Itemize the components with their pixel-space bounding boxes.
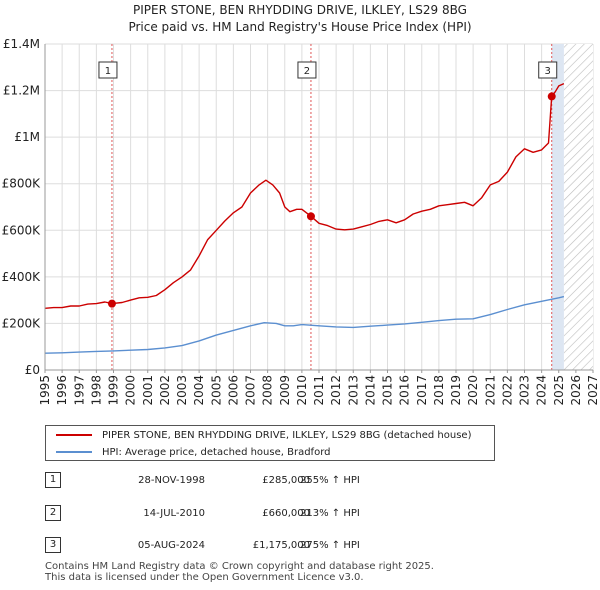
transaction-number: 1 xyxy=(45,472,61,488)
legend-swatch-hpi xyxy=(56,451,92,453)
y-tick-label: £400K xyxy=(2,270,42,284)
x-tick-label: 2006 xyxy=(226,375,240,406)
transaction-hpi: 213% ↑ HPI xyxy=(300,508,360,519)
transaction-date: 28-NOV-1998 xyxy=(138,475,205,486)
sale-label-text: 3 xyxy=(545,66,551,77)
x-tick-label: 2005 xyxy=(209,375,223,406)
y-tick-label: £800K xyxy=(2,177,42,191)
x-tick-label: 2018 xyxy=(432,375,446,406)
x-tick-label: 1997 xyxy=(72,375,86,406)
x-tick-label: 2016 xyxy=(398,375,412,406)
sale-point xyxy=(306,212,315,221)
transaction-date: 14-JUL-2010 xyxy=(143,508,205,519)
y-tick-label: £0 xyxy=(25,363,40,377)
transaction-date: 05-AUG-2024 xyxy=(137,540,205,551)
x-tick-label: 2020 xyxy=(466,375,480,406)
chart-title: PIPER STONE, BEN RHYDDING DRIVE, ILKLEY,… xyxy=(133,3,467,17)
sale-label-rect xyxy=(297,61,317,79)
post-sale-band xyxy=(551,44,564,370)
x-tick-label: 2011 xyxy=(312,375,326,406)
x-tick-label: 2002 xyxy=(158,375,172,406)
x-tick-label: 2019 xyxy=(449,375,463,406)
table-row: 2 14-JUL-2010 £660,000 213% ↑ HPI xyxy=(45,505,445,523)
transaction-hpi: 255% ↑ HPI xyxy=(300,475,360,486)
legend-item-property: PIPER STONE, BEN RHYDDING DRIVE, ILKLEY,… xyxy=(46,427,471,443)
x-tick-label: 2014 xyxy=(363,375,377,406)
sale-label-rect xyxy=(98,61,118,79)
x-tick-label: 2004 xyxy=(192,375,206,406)
y-tick-label: £1.2M xyxy=(3,84,40,98)
transaction-number: 2 xyxy=(45,505,61,521)
x-tick-label: 2003 xyxy=(175,375,189,406)
x-tick-label: 2012 xyxy=(329,375,343,406)
legend-label-hpi: HPI: Average price, detached house, Brad… xyxy=(102,446,331,458)
y-tick-label: £600K xyxy=(2,223,42,237)
legend: PIPER STONE, BEN RHYDDING DRIVE, ILKLEY,… xyxy=(45,425,495,461)
x-tick-label: 2027 xyxy=(586,375,600,406)
sale-point xyxy=(107,299,116,308)
table-row: 1 28-NOV-1998 £285,000 255% ↑ HPI xyxy=(45,472,445,490)
x-tick-label: 2023 xyxy=(518,375,532,406)
x-tick-label: 1995 xyxy=(38,375,52,406)
transaction-price: £660,000 xyxy=(262,508,310,519)
transaction-number: 3 xyxy=(45,537,61,553)
x-tick-label: 2010 xyxy=(295,375,309,406)
x-tick-label: 2015 xyxy=(381,375,395,406)
y-tick-label: £200K xyxy=(2,316,42,330)
x-tick-label: 1999 xyxy=(107,375,121,406)
legend-swatch-property xyxy=(56,434,92,436)
x-tick-label: 2013 xyxy=(346,375,360,406)
x-tick-label: 2022 xyxy=(500,375,514,406)
y-tick-label: £1.4M xyxy=(3,37,40,51)
footer-copyright: Contains HM Land Registry data © Crown c… xyxy=(45,561,434,572)
footer-licence: This data is licensed under the Open Gov… xyxy=(45,572,364,583)
series-line-hpi xyxy=(44,295,565,354)
transaction-price: £285,000 xyxy=(262,475,310,486)
series-line-property xyxy=(44,82,565,309)
transaction-price: £1,175,000 xyxy=(252,540,310,551)
sale-point xyxy=(547,92,556,101)
sale-label-rect xyxy=(538,61,558,79)
sale-label-box: 2 xyxy=(297,61,317,79)
x-tick-label: 2008 xyxy=(261,375,275,406)
y-tick-label: £1M xyxy=(14,130,40,144)
x-tick-label: 1998 xyxy=(89,375,103,406)
table-row: 3 05-AUG-2024 £1,175,000 275% ↑ HPI xyxy=(45,537,445,555)
x-tick-label: 2025 xyxy=(552,375,566,406)
x-tick-label: 2024 xyxy=(535,375,549,406)
legend-item-hpi: HPI: Average price, detached house, Brad… xyxy=(46,444,330,460)
sale-label-box: 3 xyxy=(538,61,558,79)
forecast-region xyxy=(563,44,593,370)
x-tick-label: 2007 xyxy=(244,375,258,406)
chart-subtitle: Price paid vs. HM Land Registry's House … xyxy=(128,20,472,34)
sale-label-text: 2 xyxy=(304,66,310,77)
x-tick-label: 2009 xyxy=(278,375,292,406)
price-chart: 1 2 3 £0 £200K £400K £600K £800K £1M £1.2M £1.4M 19… xyxy=(2,37,600,406)
transaction-hpi: 275% ↑ HPI xyxy=(300,540,360,551)
legend-label-property: PIPER STONE, BEN RHYDDING DRIVE, ILKLEY,… xyxy=(102,429,472,441)
x-tick-label: 2001 xyxy=(141,375,155,406)
x-tick-label: 2000 xyxy=(124,375,138,406)
x-tick-label: 2017 xyxy=(415,375,429,406)
sale-label-box: 1 xyxy=(98,61,118,79)
x-tick-label: 2026 xyxy=(569,375,583,406)
x-tick-label: 1996 xyxy=(55,375,69,406)
x-tick-label: 2021 xyxy=(483,375,497,406)
sale-label-text: 1 xyxy=(105,66,111,77)
